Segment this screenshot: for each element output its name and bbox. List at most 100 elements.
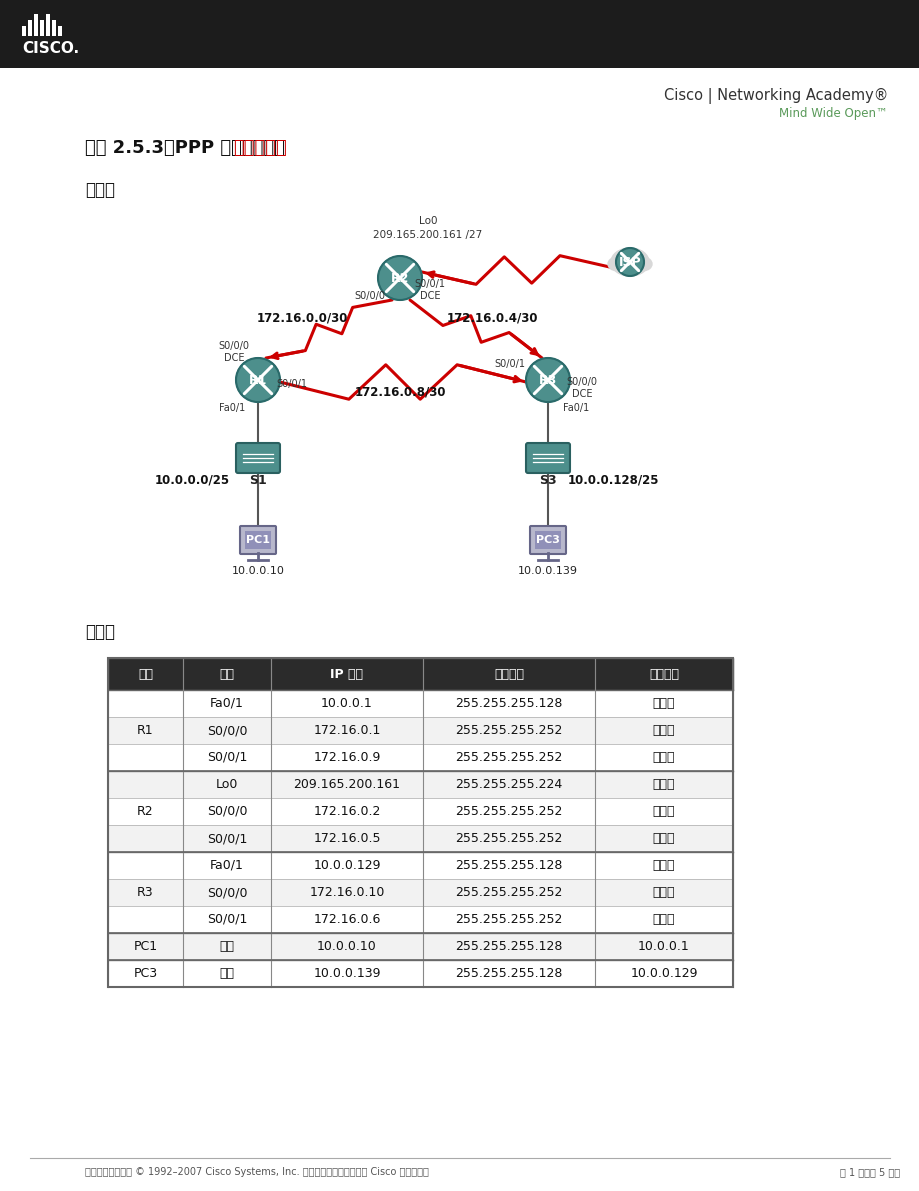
FancyBboxPatch shape <box>108 657 732 690</box>
Text: 不适用: 不适用 <box>652 805 675 818</box>
Text: 172.16.0.0/30: 172.16.0.0/30 <box>256 312 347 324</box>
Text: 10.0.0.139: 10.0.0.139 <box>517 566 577 576</box>
Text: 所有内容版权所有 © 1992–2007 Cisco Systems, Inc. 保留所有权利。本文档为 Cisco 公开信息。: 所有内容版权所有 © 1992–2007 Cisco Systems, Inc.… <box>85 1167 428 1177</box>
Ellipse shape <box>618 258 641 274</box>
Text: 不适用: 不适用 <box>652 833 675 844</box>
FancyBboxPatch shape <box>108 744 732 771</box>
Text: S0/0/1: S0/0/1 <box>207 833 247 844</box>
Text: 设备: 设备 <box>138 667 153 680</box>
Text: S0/0/1: S0/0/1 <box>207 752 247 763</box>
Text: 172.16.0.8/30: 172.16.0.8/30 <box>354 386 446 399</box>
Circle shape <box>526 358 570 403</box>
FancyBboxPatch shape <box>108 798 732 825</box>
Ellipse shape <box>621 254 637 266</box>
FancyBboxPatch shape <box>0 0 919 68</box>
Text: 不适用: 不适用 <box>652 886 675 899</box>
Text: S0/0/0: S0/0/0 <box>207 724 247 737</box>
Text: PC3: PC3 <box>133 967 157 980</box>
Text: 10.0.0.129: 10.0.0.129 <box>630 967 697 980</box>
Ellipse shape <box>616 250 630 262</box>
Text: 10.0.0.10: 10.0.0.10 <box>232 566 284 576</box>
Text: Fa0/1: Fa0/1 <box>562 403 588 413</box>
Text: R2: R2 <box>137 805 153 818</box>
Text: S0/0/1
DCE: S0/0/1 DCE <box>414 279 445 301</box>
FancyBboxPatch shape <box>52 20 56 36</box>
Circle shape <box>616 248 643 276</box>
Text: 255.255.255.252: 255.255.255.252 <box>455 886 562 899</box>
Text: 不适用: 不适用 <box>652 778 675 791</box>
Text: S0/0/0
DCE: S0/0/0 DCE <box>566 376 596 399</box>
Text: ISP: ISP <box>618 256 641 268</box>
Text: Lo0: Lo0 <box>216 778 238 791</box>
Text: 练习 2.5.3：PPP 配置故障排除: 练习 2.5.3：PPP 配置故障排除 <box>85 139 285 157</box>
Text: S3: S3 <box>539 474 556 486</box>
Text: 255.255.255.252: 255.255.255.252 <box>455 752 562 763</box>
Text: S0/0/0: S0/0/0 <box>207 886 247 899</box>
Text: 第 1 页（共 5 页）: 第 1 页（共 5 页） <box>839 1167 899 1177</box>
Text: Lo0
209.165.200.161 /27: Lo0 209.165.200.161 /27 <box>373 217 482 239</box>
FancyBboxPatch shape <box>108 825 732 852</box>
Text: 255.255.255.128: 255.255.255.128 <box>455 940 562 953</box>
Text: 255.255.255.252: 255.255.255.252 <box>455 805 562 818</box>
Text: 10.0.0.1: 10.0.0.1 <box>321 697 372 710</box>
FancyBboxPatch shape <box>108 717 732 744</box>
FancyBboxPatch shape <box>28 20 32 36</box>
Text: 不适用: 不适用 <box>652 697 675 710</box>
Text: 10.0.0.139: 10.0.0.139 <box>312 967 380 980</box>
FancyBboxPatch shape <box>108 771 732 798</box>
Circle shape <box>236 358 279 403</box>
Text: 172.16.0.6: 172.16.0.6 <box>313 913 380 925</box>
Text: S0/0/1: S0/0/1 <box>207 913 247 925</box>
Text: 10.0.0.128/25: 10.0.0.128/25 <box>567 474 658 486</box>
FancyBboxPatch shape <box>240 526 276 554</box>
Text: PC1: PC1 <box>133 940 157 953</box>
FancyBboxPatch shape <box>244 531 271 549</box>
Text: 拓扑图: 拓扑图 <box>85 181 115 199</box>
Text: S0/0/1: S0/0/1 <box>494 358 525 369</box>
FancyBboxPatch shape <box>58 26 62 36</box>
Text: CISCO.: CISCO. <box>22 40 79 56</box>
Text: Fa0/1: Fa0/1 <box>210 859 244 872</box>
FancyBboxPatch shape <box>108 960 732 987</box>
Text: S1: S1 <box>249 474 267 486</box>
Text: 172.16.0.9: 172.16.0.9 <box>313 752 380 763</box>
Text: 255.255.255.252: 255.255.255.252 <box>455 913 562 925</box>
FancyBboxPatch shape <box>236 443 279 473</box>
Text: R3: R3 <box>137 886 153 899</box>
FancyBboxPatch shape <box>40 20 44 36</box>
FancyBboxPatch shape <box>529 526 565 554</box>
Text: 网卡: 网卡 <box>220 940 234 953</box>
Text: （教师版）: （教师版） <box>233 139 287 157</box>
Text: 255.255.255.252: 255.255.255.252 <box>455 724 562 737</box>
Text: 10.0.0.10: 10.0.0.10 <box>317 940 377 953</box>
FancyBboxPatch shape <box>108 906 732 933</box>
Text: 255.255.255.128: 255.255.255.128 <box>455 859 562 872</box>
Text: IP 地址: IP 地址 <box>330 667 363 680</box>
Text: 不适用: 不适用 <box>652 859 675 872</box>
Text: R1: R1 <box>248 374 267 387</box>
Text: Fa0/1: Fa0/1 <box>210 697 244 710</box>
Text: Mind Wide Open™: Mind Wide Open™ <box>778 106 887 119</box>
Text: R3: R3 <box>539 374 557 387</box>
Text: S0/0/0: S0/0/0 <box>354 291 385 301</box>
Circle shape <box>378 256 422 300</box>
Text: 地址表: 地址表 <box>85 623 115 641</box>
Text: 255.255.255.128: 255.255.255.128 <box>455 967 562 980</box>
Ellipse shape <box>635 257 652 270</box>
Text: 10.0.0.129: 10.0.0.129 <box>312 859 380 872</box>
Text: 172.16.0.2: 172.16.0.2 <box>313 805 380 818</box>
Text: 255.255.255.252: 255.255.255.252 <box>455 833 562 844</box>
Text: 不适用: 不适用 <box>652 724 675 737</box>
Ellipse shape <box>630 250 643 262</box>
Text: 子网掩码: 子网掩码 <box>494 667 524 680</box>
Text: Cisco | Networking Academy®: Cisco | Networking Academy® <box>663 88 887 104</box>
Text: S0/0/0: S0/0/0 <box>207 805 247 818</box>
Text: 255.255.255.224: 255.255.255.224 <box>455 778 562 791</box>
Text: 172.16.0.1: 172.16.0.1 <box>313 724 380 737</box>
Text: 172.16.0.10: 172.16.0.10 <box>309 886 384 899</box>
Text: 默认网关: 默认网关 <box>648 667 678 680</box>
Text: 10.0.0.1: 10.0.0.1 <box>638 940 689 953</box>
Ellipse shape <box>607 257 623 270</box>
FancyBboxPatch shape <box>535 531 561 549</box>
FancyBboxPatch shape <box>46 14 50 36</box>
